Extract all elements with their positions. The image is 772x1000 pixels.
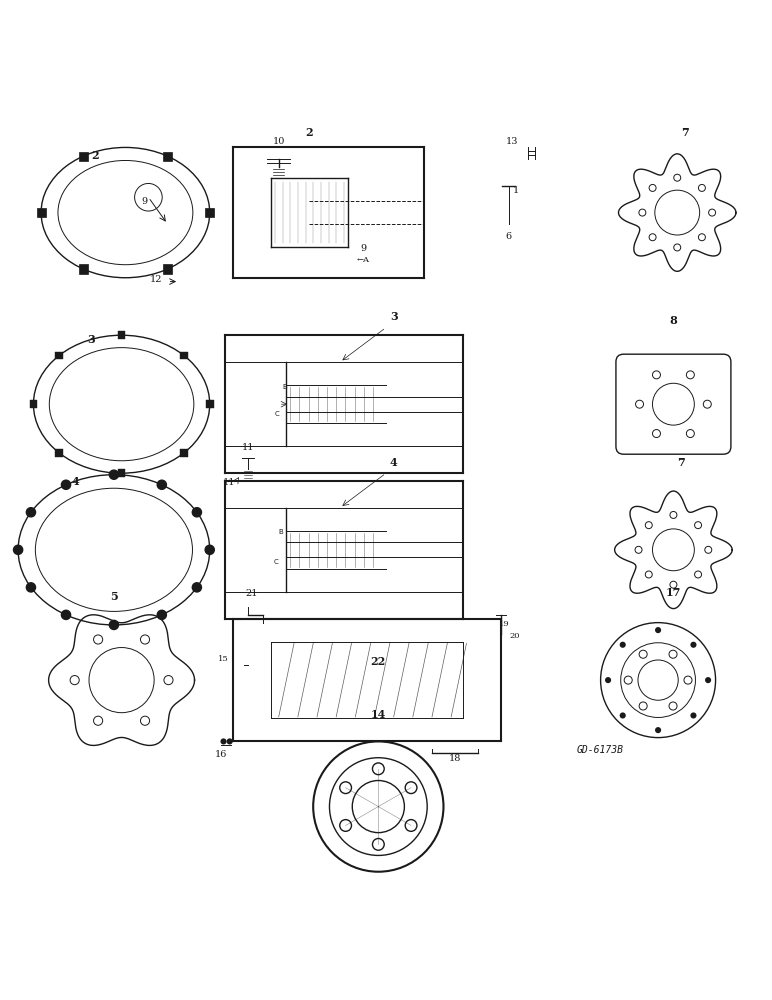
- Circle shape: [62, 610, 70, 619]
- Circle shape: [226, 738, 232, 744]
- Text: 2: 2: [91, 150, 99, 161]
- Bar: [180, 352, 188, 359]
- Text: 10: 10: [273, 137, 285, 146]
- Text: 7: 7: [677, 457, 685, 468]
- Bar: [118, 469, 125, 477]
- Text: C: C: [275, 411, 279, 417]
- Text: 8: 8: [669, 315, 677, 326]
- Circle shape: [192, 508, 201, 517]
- Bar: [205, 208, 215, 217]
- Text: 19: 19: [499, 620, 510, 628]
- Circle shape: [690, 712, 696, 719]
- Text: 16: 16: [215, 750, 228, 759]
- Circle shape: [13, 545, 22, 554]
- Text: 11: 11: [242, 443, 254, 452]
- Bar: [118, 331, 125, 339]
- Text: B: B: [283, 384, 287, 390]
- Circle shape: [157, 480, 167, 489]
- Text: 9: 9: [141, 197, 147, 206]
- Bar: [163, 152, 172, 161]
- Text: 17: 17: [665, 587, 681, 598]
- Text: 2: 2: [306, 127, 313, 138]
- Bar: [79, 264, 88, 274]
- Circle shape: [62, 480, 70, 489]
- Circle shape: [690, 642, 696, 648]
- Text: 21: 21: [245, 589, 258, 598]
- Text: 22: 22: [371, 656, 386, 667]
- Bar: [56, 352, 63, 359]
- Text: 3: 3: [87, 334, 95, 345]
- Text: 18: 18: [449, 754, 461, 763]
- Text: GD-6173B: GD-6173B: [577, 745, 624, 755]
- Bar: [56, 449, 63, 457]
- Circle shape: [26, 508, 36, 517]
- Circle shape: [620, 712, 626, 719]
- Circle shape: [205, 545, 215, 554]
- Text: 6: 6: [506, 232, 512, 241]
- Bar: [79, 152, 88, 161]
- Text: 13: 13: [506, 137, 519, 146]
- Text: 5: 5: [110, 591, 118, 602]
- Text: 7: 7: [681, 127, 689, 138]
- Circle shape: [620, 642, 626, 648]
- Text: 12: 12: [150, 275, 162, 284]
- Text: 1: 1: [513, 186, 520, 195]
- Circle shape: [655, 627, 661, 633]
- Text: B: B: [279, 529, 283, 535]
- Text: 9: 9: [360, 244, 366, 253]
- Text: 14: 14: [371, 709, 386, 720]
- Text: C: C: [273, 559, 278, 565]
- Text: 4: 4: [72, 476, 80, 487]
- Circle shape: [192, 583, 201, 592]
- Text: 11: 11: [222, 478, 235, 487]
- Bar: [206, 400, 214, 408]
- Circle shape: [221, 738, 226, 744]
- Circle shape: [157, 610, 167, 619]
- Text: 15: 15: [218, 655, 229, 663]
- Text: 3: 3: [390, 311, 398, 322]
- Bar: [29, 400, 37, 408]
- Text: 4: 4: [390, 457, 398, 468]
- Circle shape: [26, 583, 36, 592]
- Text: 20: 20: [510, 632, 520, 640]
- Circle shape: [655, 727, 661, 733]
- Bar: [180, 449, 188, 457]
- Bar: [163, 264, 172, 274]
- Text: ←A: ←A: [357, 256, 370, 264]
- Circle shape: [705, 677, 711, 683]
- Circle shape: [605, 677, 611, 683]
- Circle shape: [110, 470, 119, 479]
- Bar: [36, 208, 46, 217]
- Circle shape: [110, 620, 119, 630]
